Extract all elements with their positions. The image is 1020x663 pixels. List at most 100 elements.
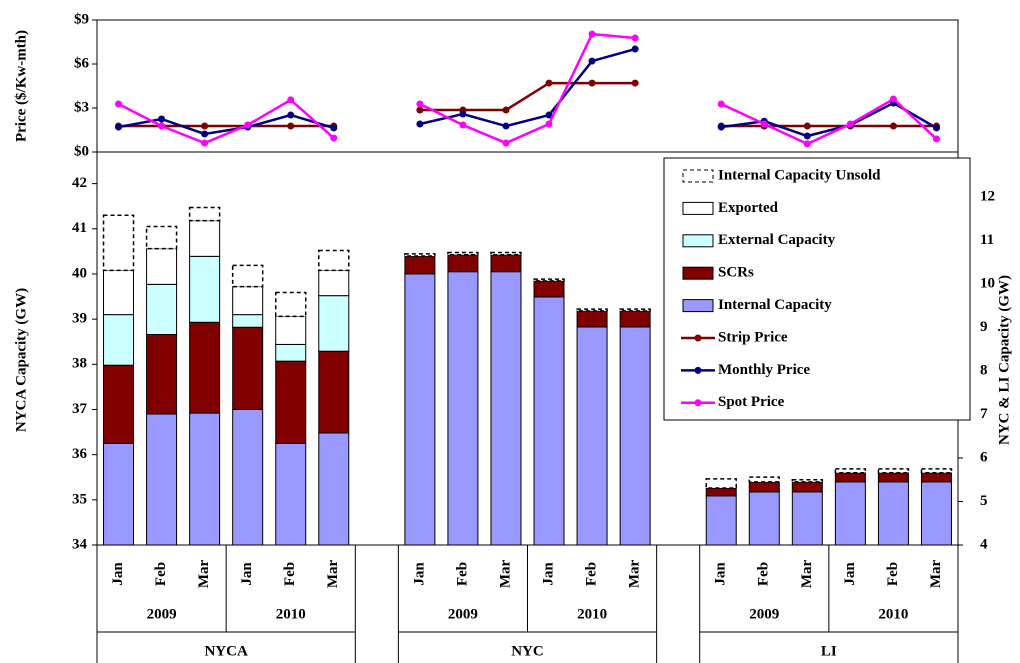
price-marker [330, 124, 338, 132]
y-tick-label: 42 [72, 175, 87, 191]
price-marker [846, 120, 854, 128]
y2-axis-title: NYC & LI Capacity (GW) [996, 275, 1012, 445]
price-line [117, 98, 335, 145]
y-tick-label: 38 [72, 356, 87, 372]
bar-segment [232, 408, 264, 546]
price-marker [201, 130, 209, 138]
bar-segment [533, 280, 565, 298]
bar-segment [490, 271, 522, 546]
bar-segment [705, 495, 737, 546]
bar-segment [576, 310, 608, 328]
bar-segment [490, 254, 522, 273]
bar-segment [274, 291, 307, 318]
price-marker [459, 121, 467, 129]
legend-label: SCRs [718, 265, 754, 281]
month-label: Feb [153, 562, 169, 586]
bar-segment [189, 255, 221, 323]
y-tick-label: $6 [74, 55, 90, 71]
bar-segment [920, 481, 952, 546]
y-tick-label: 39 [72, 311, 87, 327]
month-label: Mar [799, 560, 815, 589]
month-label: Mar [627, 560, 643, 589]
price-marker [803, 122, 811, 130]
price-marker [158, 122, 166, 130]
legend-swatch [682, 169, 714, 183]
bar-segment [576, 326, 608, 546]
year-label: 2010 [577, 606, 607, 622]
bar-segment [447, 254, 479, 273]
legend-swatch [682, 266, 714, 280]
y-tick-label: 41 [72, 220, 87, 236]
month-label: Feb [756, 562, 772, 586]
y-tick-label: $0 [74, 143, 89, 159]
bar-segment [189, 220, 221, 257]
year-label: 2010 [276, 606, 306, 622]
y2-tick-label: 5 [980, 493, 988, 509]
bar-segment [232, 326, 264, 410]
year-label: 2009 [448, 606, 478, 622]
bar-segment [834, 481, 866, 546]
price-marker [803, 132, 811, 140]
price-line [720, 97, 938, 146]
month-label: Mar [928, 560, 944, 589]
y2-tick-label: 12 [980, 188, 995, 204]
bar-segment [189, 321, 221, 414]
bar-segment [791, 481, 823, 493]
month-label: Feb [584, 562, 600, 586]
price-marker [502, 106, 510, 114]
y-tick-label: 35 [72, 491, 87, 507]
bar-segment [834, 468, 867, 474]
y-tick-label: $3 [74, 99, 89, 115]
legend-label: External Capacity [718, 232, 836, 248]
price-marker [287, 122, 295, 130]
bar-segment [877, 468, 910, 474]
month-label: Jan [239, 562, 255, 586]
price-line [118, 113, 335, 136]
bar-segment [318, 249, 350, 272]
month-label: Mar [325, 560, 341, 589]
price-marker [416, 120, 424, 128]
price-line [419, 32, 636, 145]
bar-segment [791, 491, 823, 546]
y2-tick-label: 10 [980, 275, 995, 291]
legend-label: Strip Price [718, 329, 788, 345]
month-label: Jan [540, 562, 556, 586]
bar-segment [146, 248, 178, 285]
bar-segment [447, 271, 479, 546]
bar-segment [318, 432, 350, 546]
bar-segment [748, 476, 781, 483]
price-marker [416, 106, 424, 114]
legend-label: Spot Price [718, 394, 785, 410]
bar-segment [188, 206, 221, 222]
price-marker [932, 135, 940, 143]
bar-segment [920, 472, 952, 483]
month-label: Feb [454, 562, 470, 586]
price-line [419, 47, 636, 128]
price-line [419, 81, 636, 112]
group-label: NYCA [204, 643, 247, 659]
price-marker [631, 45, 639, 53]
bar-segment [705, 487, 737, 497]
y-axis-title: NYCA Capacity (GW) [13, 288, 29, 432]
year-label: 2009 [147, 606, 177, 622]
price-marker [545, 120, 553, 128]
bar-segment [318, 295, 350, 352]
price-marker [201, 122, 209, 130]
bar-segment [275, 343, 307, 362]
month-label: Mar [196, 560, 212, 589]
price-marker [889, 95, 897, 103]
price-marker [416, 100, 424, 108]
bar-segment [834, 472, 866, 483]
bar-segment [103, 269, 135, 316]
bar-segment [103, 442, 135, 546]
group-label: NYC [511, 643, 544, 659]
price-marker [244, 121, 252, 129]
bar-segment [576, 308, 608, 312]
y2-tick-label: 8 [980, 362, 988, 378]
price-marker [502, 122, 510, 130]
bar-segment [145, 225, 178, 250]
price-marker [717, 123, 725, 131]
bar-segment [275, 360, 307, 444]
legend-label: Internal Capacity Unsold [718, 167, 881, 183]
